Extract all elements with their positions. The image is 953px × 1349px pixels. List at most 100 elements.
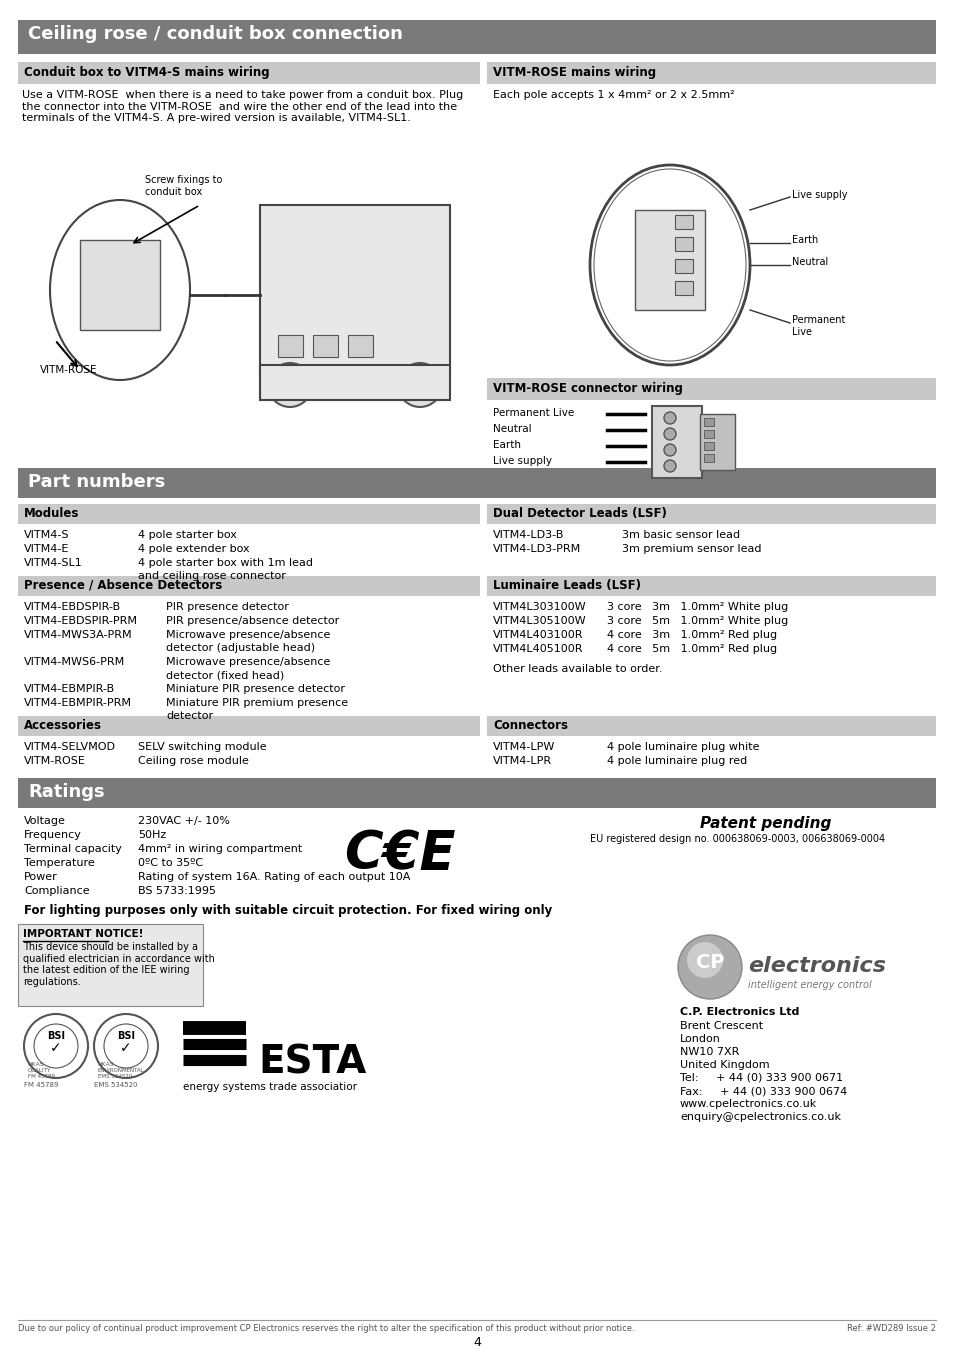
Text: 4 core   5m   1.0mm² Red plug: 4 core 5m 1.0mm² Red plug	[606, 643, 777, 654]
Text: EMS 534520: EMS 534520	[98, 1074, 132, 1079]
Text: Ratings: Ratings	[28, 782, 105, 801]
Text: and ceiling rose connector: and ceiling rose connector	[138, 571, 286, 581]
Text: 4 pole starter box with 1m lead: 4 pole starter box with 1m lead	[138, 558, 313, 568]
Bar	[277, 335, 303, 357]
Text: Earth: Earth	[791, 235, 818, 246]
Text: VITM-ROSE mains wiring: VITM-ROSE mains wiring	[493, 66, 656, 80]
Bar	[260, 205, 450, 375]
Text: Earth: Earth	[493, 440, 520, 451]
Text: 3 core   3m   1.0mm² White plug: 3 core 3m 1.0mm² White plug	[606, 602, 787, 612]
Text: www.cpelectronics.co.uk: www.cpelectronics.co.uk	[679, 1099, 817, 1109]
Text: intelligent energy control: intelligent energy control	[747, 979, 871, 990]
Bar	[18, 62, 479, 84]
Text: EU registered design no. 000638069-0003, 006638069-0004: EU registered design no. 000638069-0003,…	[589, 834, 884, 844]
Circle shape	[397, 363, 441, 407]
Text: Each pole accepts 1 x 4mm² or 2 x 2.5mm²: Each pole accepts 1 x 4mm² or 2 x 2.5mm²	[493, 90, 734, 100]
Bar	[635, 210, 704, 310]
Text: BSI: BSI	[47, 1031, 65, 1041]
Bar	[313, 335, 337, 357]
Text: ENVIRONMENTAL: ENVIRONMENTAL	[98, 1068, 145, 1072]
Text: VITM4L403100R: VITM4L403100R	[493, 630, 583, 639]
Bar	[486, 505, 935, 523]
Text: 4: 4	[473, 1336, 480, 1349]
Text: Ceiling rose / conduit box connection: Ceiling rose / conduit box connection	[28, 26, 402, 43]
Bar	[651, 406, 701, 478]
Bar	[675, 214, 692, 229]
Text: 3m basic sensor lead: 3m basic sensor lead	[621, 530, 740, 540]
Bar	[18, 924, 203, 1006]
Text: 4mm² in wiring compartment: 4mm² in wiring compartment	[138, 844, 302, 854]
Text: 4 pole extender box: 4 pole extender box	[138, 544, 250, 554]
Text: 0ºC to 35ºC: 0ºC to 35ºC	[138, 858, 203, 867]
Text: Patent pending: Patent pending	[700, 816, 830, 831]
Bar	[18, 20, 935, 54]
Text: Permanent Live: Permanent Live	[493, 407, 574, 418]
Text: Dual Detector Leads (LSF): Dual Detector Leads (LSF)	[493, 507, 666, 519]
Text: Connectors: Connectors	[493, 719, 567, 733]
Bar	[486, 716, 935, 737]
Text: VITM-ROSE connector wiring: VITM-ROSE connector wiring	[493, 382, 682, 395]
Text: Miniature PIR premium presence: Miniature PIR premium presence	[166, 697, 348, 708]
Text: Rating of system 16A. Rating of each output 10A: Rating of system 16A. Rating of each out…	[138, 871, 410, 882]
Circle shape	[663, 428, 676, 440]
Text: VITM4-LPR: VITM4-LPR	[493, 755, 552, 766]
Text: QUALITY: QUALITY	[28, 1068, 51, 1072]
Text: Terminal capacity: Terminal capacity	[24, 844, 122, 854]
Text: Ceiling rose module: Ceiling rose module	[138, 755, 249, 766]
Bar	[18, 716, 479, 737]
Text: 4 pole starter box: 4 pole starter box	[138, 530, 236, 540]
Text: BS 5733:1995: BS 5733:1995	[138, 886, 215, 896]
Text: Neutral: Neutral	[493, 424, 531, 434]
Circle shape	[663, 411, 676, 424]
Text: 50Hz: 50Hz	[138, 830, 166, 840]
Text: ✓: ✓	[120, 1041, 132, 1055]
Text: VITM4-EBDSPIR-B: VITM4-EBDSPIR-B	[24, 602, 121, 612]
Text: Live supply: Live supply	[791, 190, 846, 200]
Bar	[18, 576, 479, 596]
Text: Temperature: Temperature	[24, 858, 94, 867]
Text: United Kingdom: United Kingdom	[679, 1060, 769, 1070]
Text: Part numbers: Part numbers	[28, 473, 165, 491]
Text: VITM4L303100W: VITM4L303100W	[493, 602, 586, 612]
Text: Modules: Modules	[24, 507, 79, 519]
Bar	[703, 455, 713, 461]
Bar	[675, 259, 692, 272]
Text: PIR presence/absence detector: PIR presence/absence detector	[166, 616, 339, 626]
Text: Microwave presence/absence: Microwave presence/absence	[166, 630, 330, 639]
Text: IMPORTANT NOTICE!: IMPORTANT NOTICE!	[23, 929, 143, 939]
Text: detector: detector	[166, 711, 213, 720]
Circle shape	[24, 1014, 88, 1078]
Text: VITM4-LD3-PRM: VITM4-LD3-PRM	[493, 544, 580, 554]
Text: Live supply: Live supply	[493, 456, 552, 465]
Text: EMS 534520: EMS 534520	[94, 1082, 137, 1089]
Circle shape	[94, 1014, 158, 1078]
Text: VITM4-SL1: VITM4-SL1	[24, 558, 83, 568]
Bar	[703, 418, 713, 426]
Text: C€E: C€E	[344, 828, 456, 880]
Bar	[18, 778, 935, 808]
Text: VITM4-S: VITM4-S	[24, 530, 70, 540]
Text: Brent Crescent: Brent Crescent	[679, 1021, 762, 1031]
Text: FM 45789: FM 45789	[24, 1082, 58, 1089]
Text: Due to our policy of continual product improvement CP Electronics reserves the r: Due to our policy of continual product i…	[18, 1323, 634, 1333]
Text: energy systems trade associatior: energy systems trade associatior	[183, 1082, 356, 1091]
Text: 4 pole luminaire plug red: 4 pole luminaire plug red	[606, 755, 746, 766]
Text: VITM4-MWS3A-PRM: VITM4-MWS3A-PRM	[24, 630, 132, 639]
Text: enquiry@cpelectronics.co.uk: enquiry@cpelectronics.co.uk	[679, 1112, 841, 1122]
Circle shape	[678, 935, 741, 1000]
Text: Conduit box to VITM4-S mains wiring: Conduit box to VITM4-S mains wiring	[24, 66, 270, 80]
Text: 230VAC +/- 10%: 230VAC +/- 10%	[138, 816, 230, 826]
Text: NW10 7XR: NW10 7XR	[679, 1047, 739, 1058]
Text: BSI: BSI	[117, 1031, 135, 1041]
Text: VITM-ROSE: VITM-ROSE	[40, 366, 97, 375]
Text: Power: Power	[24, 871, 58, 882]
Bar	[675, 237, 692, 251]
Text: UKAS: UKAS	[98, 1062, 114, 1067]
Text: Microwave presence/absence: Microwave presence/absence	[166, 657, 330, 666]
Text: VITM4-E: VITM4-E	[24, 544, 70, 554]
Circle shape	[268, 363, 312, 407]
Circle shape	[663, 444, 676, 456]
Bar	[18, 468, 935, 498]
Text: Frequency: Frequency	[24, 830, 82, 840]
Text: This device should be installed by a
qualified electrician in accordance with
th: This device should be installed by a qua…	[23, 942, 214, 987]
